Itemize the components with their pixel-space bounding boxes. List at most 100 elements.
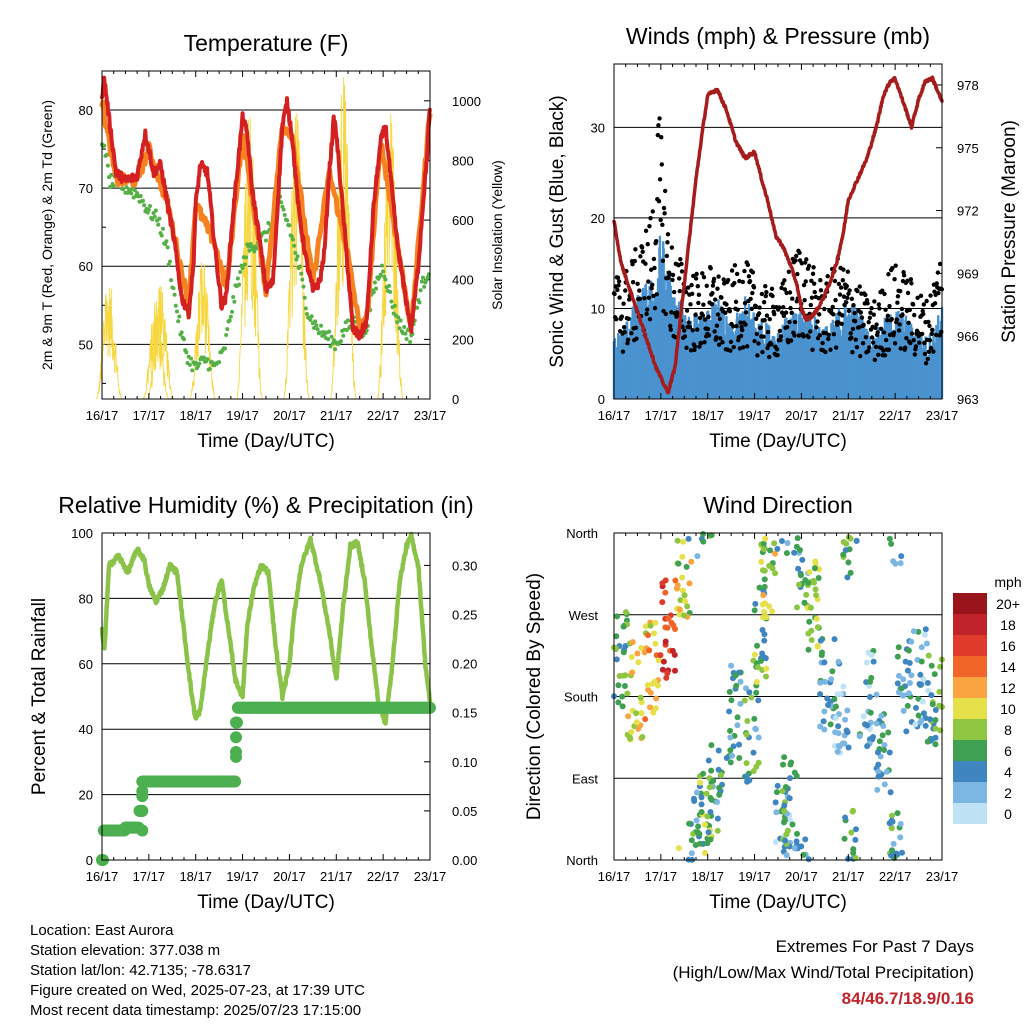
gust-point <box>630 279 636 285</box>
dewpoint-point <box>388 290 393 295</box>
direction-point <box>904 667 911 674</box>
direction-point <box>812 586 819 593</box>
direction-point <box>761 637 768 644</box>
gust-point <box>711 276 717 282</box>
direction-point <box>694 829 701 836</box>
y-tick-label: 80 <box>79 591 93 606</box>
gust-point <box>756 311 762 316</box>
gust-point <box>770 293 775 299</box>
gust-point <box>651 256 657 262</box>
gust-point <box>734 323 739 329</box>
x-tick-label: 18/17 <box>179 869 212 884</box>
gust-point <box>701 275 707 280</box>
dewpoint-point <box>301 284 306 289</box>
gust-point <box>656 198 662 204</box>
direction-point <box>881 742 888 749</box>
gust-point <box>667 271 672 277</box>
direction-point <box>615 682 622 689</box>
gust-point <box>909 281 914 286</box>
dewpoint-point <box>404 337 409 342</box>
gust-point <box>762 318 767 323</box>
direction-point <box>924 738 931 745</box>
gust-point <box>682 334 688 339</box>
gust-point <box>637 288 642 293</box>
gust-point <box>876 302 882 307</box>
gust-point <box>634 336 639 341</box>
gust-point <box>811 281 817 286</box>
gust-point <box>643 228 649 233</box>
gust-point <box>742 300 748 306</box>
y-tick-label: 40 <box>79 722 93 737</box>
dewpoint-point <box>305 312 309 317</box>
direction-point <box>638 699 645 706</box>
gust-point <box>935 270 941 275</box>
colorbar-label: 16 <box>1000 638 1016 654</box>
direction-point <box>928 692 935 699</box>
direction-point <box>676 606 683 613</box>
gust-point <box>708 266 713 271</box>
dewpoint-point <box>231 295 236 300</box>
gust-point <box>724 302 729 307</box>
direction-point <box>616 672 623 679</box>
gust-point <box>752 338 757 344</box>
direction-point <box>894 810 901 817</box>
gust-point <box>660 258 666 263</box>
dewpoint-point <box>125 190 130 195</box>
direction-point <box>613 633 620 640</box>
gust-point <box>840 278 846 283</box>
direction-point <box>759 650 766 657</box>
colorbar-label: 10 <box>1000 701 1016 717</box>
direction-point <box>622 642 629 649</box>
y-tick-label: 60 <box>79 259 93 274</box>
gust-point <box>691 273 696 279</box>
gust-point <box>763 283 768 289</box>
direction-point <box>932 725 939 732</box>
colorbar-label: 8 <box>1004 722 1012 738</box>
x-tick-label: 20/17 <box>273 408 306 423</box>
direction-point <box>817 691 824 698</box>
direction-point <box>646 647 653 654</box>
gust-point <box>718 336 723 341</box>
y-tick-label: 10 <box>591 301 605 316</box>
extremes-box: Extremes For Past 7 Days (High/Low/Max W… <box>673 934 974 1012</box>
direction-point <box>772 550 779 557</box>
direction-point <box>759 627 766 634</box>
gust-point <box>907 307 912 313</box>
station-latlon: Station lat/lon: 42.7135; -78.6317 <box>30 962 252 979</box>
direction-point <box>622 672 629 679</box>
gust-point <box>867 345 872 350</box>
direction-point <box>879 732 886 739</box>
direction-point <box>652 619 659 626</box>
gust-point <box>782 287 788 292</box>
direction-point <box>832 729 839 736</box>
y2-axis-label: Station Pressure (Maroon) <box>999 120 1020 343</box>
direction-point <box>746 689 753 696</box>
gust-point <box>858 353 863 359</box>
dewpoint-point <box>242 262 247 267</box>
gust-point <box>644 307 650 312</box>
direction-point <box>801 599 808 606</box>
gust-point <box>632 258 638 264</box>
gust-point <box>873 344 879 350</box>
gust-point <box>801 334 806 339</box>
direction-point <box>808 636 815 643</box>
gust-point <box>928 345 934 351</box>
direction-point <box>761 576 768 583</box>
direction-point <box>686 580 693 587</box>
direction-point <box>700 531 707 538</box>
dewpoint-point <box>282 212 287 217</box>
gust-point <box>874 322 879 327</box>
gust-point <box>713 297 718 302</box>
direction-point <box>675 560 682 567</box>
direction-point <box>886 535 893 542</box>
dewpoint-point <box>141 198 145 203</box>
gust-point <box>814 325 819 330</box>
x-tick-label: 22/17 <box>367 408 400 423</box>
gust-point <box>877 306 882 311</box>
direction-point <box>840 538 847 545</box>
dewpoint-point <box>402 324 407 329</box>
dewpoint-point <box>312 325 317 330</box>
x-tick-label: 17/17 <box>133 869 166 884</box>
gust-point <box>867 315 873 321</box>
direction-point <box>760 546 767 553</box>
